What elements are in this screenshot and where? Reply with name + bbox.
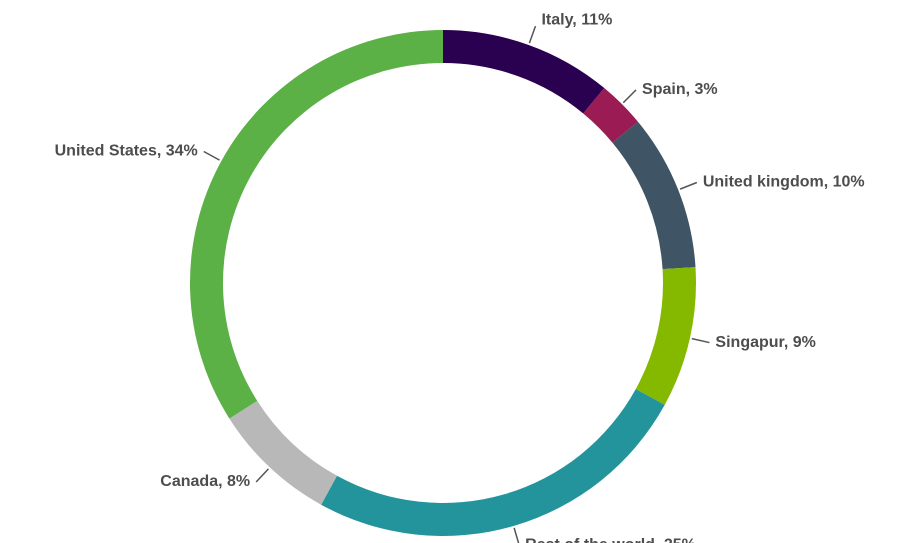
data-label: United kingdom, 10% — [703, 174, 865, 191]
data-label: United States, 34% — [55, 143, 198, 160]
data-label: Italy, 11% — [541, 11, 612, 28]
data-label: Canada, 8% — [160, 473, 250, 490]
donut-segment — [443, 30, 605, 114]
leader-line — [622, 89, 637, 104]
donut-segment — [321, 388, 665, 536]
donut-segment — [583, 88, 638, 143]
donut-segment — [190, 30, 443, 419]
leader-line — [513, 527, 520, 543]
data-label: Spain, 3% — [642, 81, 718, 98]
donut-segment — [229, 400, 338, 505]
leader-line — [679, 181, 698, 190]
data-label: Rest of the world, 25% — [525, 536, 696, 543]
donut-segment — [612, 121, 696, 270]
leader-line — [528, 25, 537, 44]
donut-segment — [635, 267, 696, 405]
leader-line — [255, 468, 269, 483]
data-label: Singapur, 9% — [715, 334, 815, 351]
leader-line — [691, 337, 710, 344]
leader-line — [203, 150, 220, 161]
